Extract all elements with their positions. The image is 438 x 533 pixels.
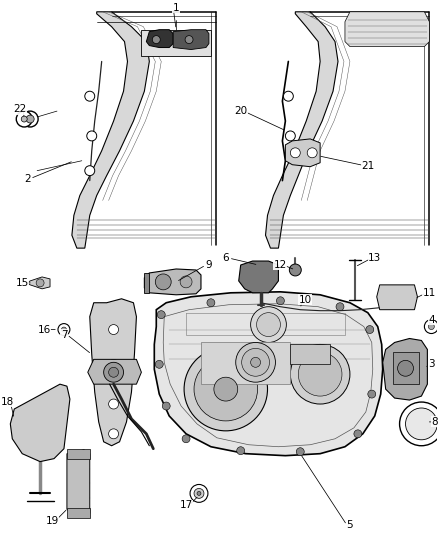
Polygon shape xyxy=(392,352,420,384)
Circle shape xyxy=(236,343,276,382)
Polygon shape xyxy=(345,12,429,46)
Polygon shape xyxy=(67,449,90,458)
Circle shape xyxy=(109,325,119,335)
Polygon shape xyxy=(90,299,136,446)
Circle shape xyxy=(283,91,293,101)
Polygon shape xyxy=(11,384,70,462)
Text: 5: 5 xyxy=(346,520,353,530)
Text: 2: 2 xyxy=(24,174,31,184)
Text: 3: 3 xyxy=(428,359,434,369)
Circle shape xyxy=(290,264,301,276)
Polygon shape xyxy=(173,30,209,50)
Text: 20: 20 xyxy=(234,106,247,116)
Polygon shape xyxy=(290,344,330,365)
Circle shape xyxy=(16,111,32,127)
Circle shape xyxy=(109,429,119,439)
Circle shape xyxy=(290,148,300,158)
Circle shape xyxy=(276,297,284,305)
Circle shape xyxy=(428,324,434,329)
Polygon shape xyxy=(201,343,290,384)
Circle shape xyxy=(368,390,376,398)
Circle shape xyxy=(109,399,119,409)
Circle shape xyxy=(398,360,413,376)
Circle shape xyxy=(184,348,268,431)
Polygon shape xyxy=(377,285,417,310)
Text: 9: 9 xyxy=(205,260,212,270)
Text: 17: 17 xyxy=(180,500,193,510)
Circle shape xyxy=(257,313,280,336)
Circle shape xyxy=(180,276,192,288)
Circle shape xyxy=(155,360,163,368)
Circle shape xyxy=(197,491,201,495)
Text: 8: 8 xyxy=(431,417,438,427)
Circle shape xyxy=(22,111,38,127)
Circle shape xyxy=(21,116,27,122)
Circle shape xyxy=(87,131,97,141)
Circle shape xyxy=(307,148,317,158)
Circle shape xyxy=(194,357,258,421)
Circle shape xyxy=(237,447,245,455)
Circle shape xyxy=(157,311,165,319)
Circle shape xyxy=(406,408,437,440)
Polygon shape xyxy=(265,12,338,248)
Circle shape xyxy=(290,344,350,404)
Polygon shape xyxy=(383,338,427,400)
Circle shape xyxy=(36,279,44,287)
Text: 18: 18 xyxy=(1,397,14,407)
Text: 19: 19 xyxy=(46,516,59,526)
Circle shape xyxy=(298,352,342,396)
Circle shape xyxy=(61,327,67,332)
Circle shape xyxy=(109,367,119,377)
Polygon shape xyxy=(67,450,90,517)
Circle shape xyxy=(251,306,286,343)
Circle shape xyxy=(251,357,261,367)
Polygon shape xyxy=(27,277,50,289)
Circle shape xyxy=(354,430,362,438)
Circle shape xyxy=(424,320,438,334)
Text: 7: 7 xyxy=(60,329,67,340)
Text: 10: 10 xyxy=(299,295,312,305)
Circle shape xyxy=(26,115,34,123)
Text: 21: 21 xyxy=(361,161,374,171)
Text: 1: 1 xyxy=(173,3,180,13)
Circle shape xyxy=(399,402,438,446)
Text: 4: 4 xyxy=(428,314,434,325)
Polygon shape xyxy=(146,30,173,47)
Text: 11: 11 xyxy=(423,288,436,298)
Text: 16: 16 xyxy=(38,325,51,335)
Circle shape xyxy=(242,349,269,376)
Polygon shape xyxy=(239,261,279,293)
Polygon shape xyxy=(154,292,383,456)
Circle shape xyxy=(207,299,215,306)
Text: 13: 13 xyxy=(368,253,381,263)
Polygon shape xyxy=(141,30,211,56)
Circle shape xyxy=(190,484,208,502)
Circle shape xyxy=(152,36,160,44)
Text: 12: 12 xyxy=(274,260,287,270)
Polygon shape xyxy=(145,273,149,293)
Polygon shape xyxy=(72,12,149,248)
Circle shape xyxy=(85,166,95,176)
Polygon shape xyxy=(286,139,320,167)
Circle shape xyxy=(194,488,204,498)
Circle shape xyxy=(58,324,70,335)
Circle shape xyxy=(85,91,95,101)
Circle shape xyxy=(296,448,304,456)
Polygon shape xyxy=(67,508,90,518)
Text: 15: 15 xyxy=(16,278,29,288)
Circle shape xyxy=(109,359,119,369)
Circle shape xyxy=(286,131,295,141)
Circle shape xyxy=(185,36,193,44)
Circle shape xyxy=(366,326,374,334)
Circle shape xyxy=(336,303,344,311)
Circle shape xyxy=(162,402,170,410)
Circle shape xyxy=(214,377,238,401)
Polygon shape xyxy=(145,269,201,295)
Text: 22: 22 xyxy=(14,104,27,114)
Polygon shape xyxy=(88,359,141,384)
Circle shape xyxy=(182,435,190,443)
Circle shape xyxy=(104,362,124,382)
Circle shape xyxy=(155,274,171,290)
Text: 6: 6 xyxy=(223,253,229,263)
